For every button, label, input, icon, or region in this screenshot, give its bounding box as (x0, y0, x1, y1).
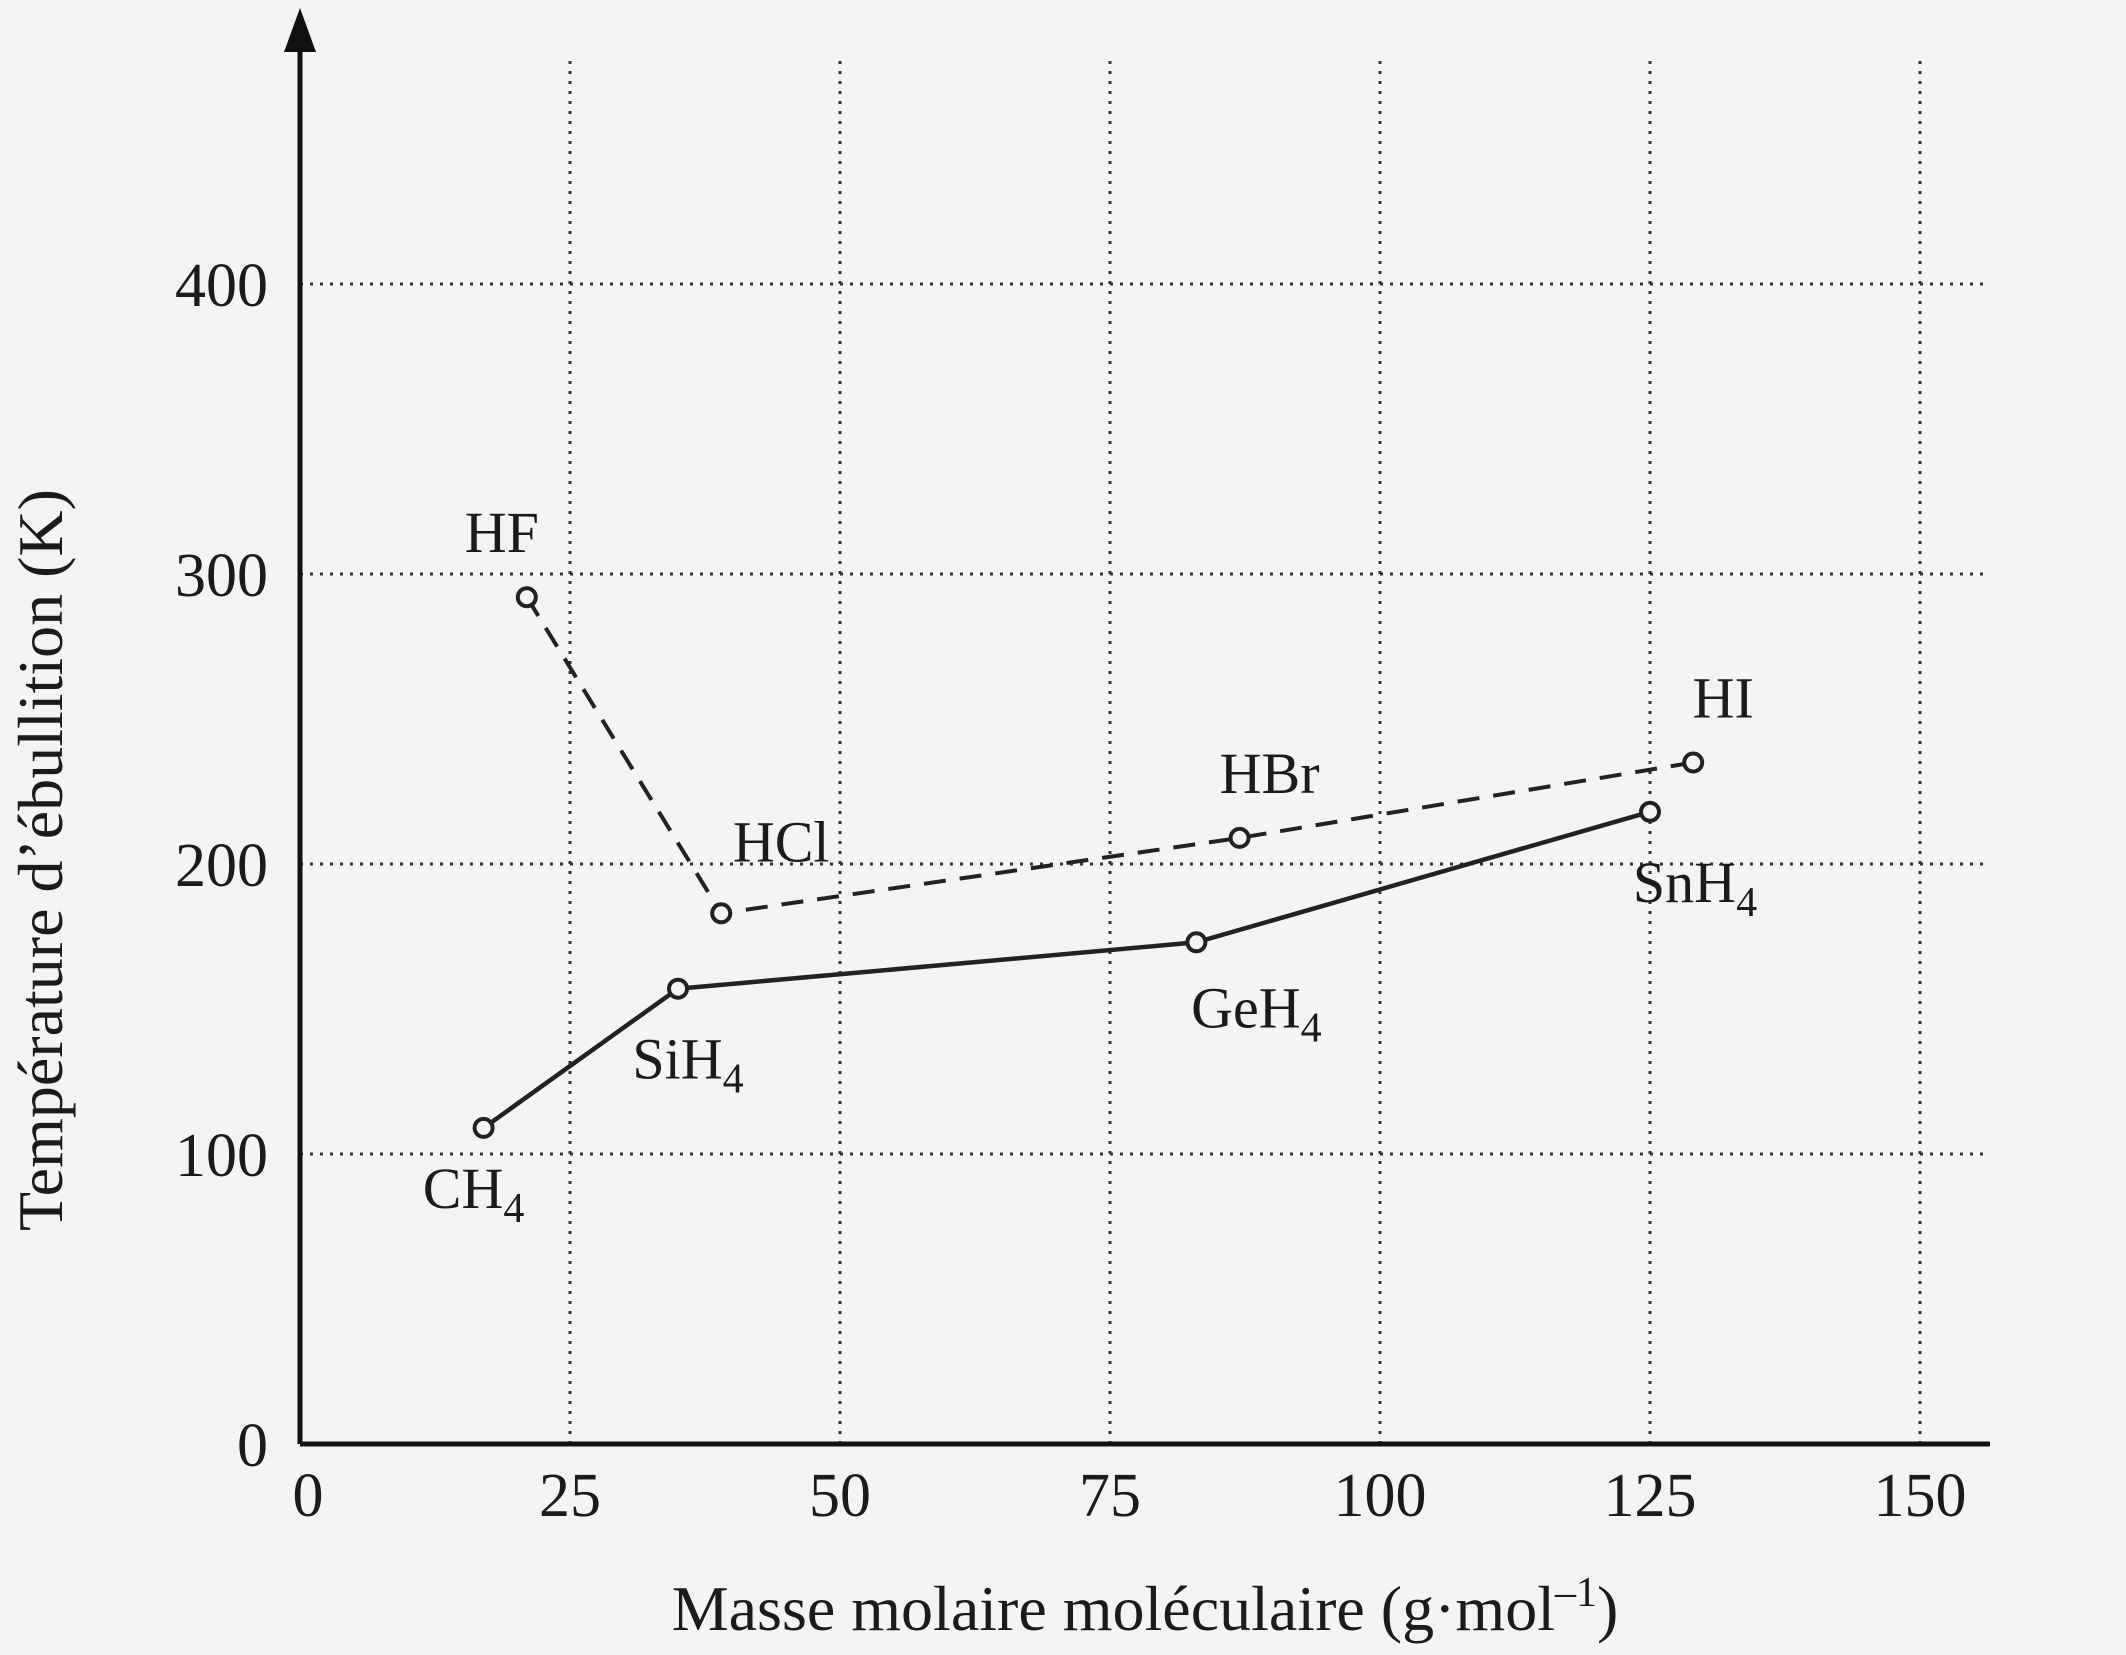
x-tick-label: 100 (1334, 1462, 1427, 1530)
data-point (515, 586, 538, 609)
data-point (1228, 826, 1251, 849)
point-label: GeH4 (1191, 975, 1322, 1051)
x-tick-label: 0 (293, 1462, 324, 1530)
y-tick-label: 100 (175, 1122, 268, 1190)
point-labels: CH4 SiH4 GeH4 SnH4 HF HCl HBr HI (423, 500, 1757, 1232)
data-point (472, 1116, 495, 1139)
data-point (667, 977, 689, 1000)
y-tick-label: 200 (175, 832, 268, 900)
series-line-dashed (525, 596, 1694, 916)
axes (284, 8, 1990, 1447)
grid-lines (300, 60, 1988, 1444)
tick-labels: 0 25 50 75 100 125 150 0 100 200 300 400 (175, 252, 1967, 1530)
data-point (1185, 931, 1208, 954)
y-axis-label: Température d’ébullition (K) (5, 489, 76, 1231)
y-tick-label: 0 (237, 1412, 268, 1480)
series (472, 586, 1705, 1139)
x-tick-label: 25 (539, 1462, 601, 1530)
y-axis-arrow-icon (284, 8, 316, 52)
point-label: CH4 (423, 1156, 525, 1232)
x-tick-label: 75 (1079, 1462, 1141, 1530)
data-point (1639, 800, 1661, 823)
point-label: SiH4 (632, 1027, 743, 1103)
point-label: SnH4 (1633, 850, 1757, 926)
point-label: HCl (733, 809, 830, 874)
x-axis-label: Masse molaire moléculaire (g·mol–1) (672, 1570, 1619, 1644)
data-point (1682, 751, 1705, 774)
point-label: HI (1693, 666, 1754, 731)
y-tick-label: 300 (175, 542, 268, 610)
x-tick-label: 150 (1874, 1462, 1967, 1530)
y-tick-label: 400 (175, 252, 268, 320)
x-tick-label: 50 (809, 1462, 871, 1530)
data-point (710, 902, 733, 925)
x-tick-label: 125 (1604, 1462, 1697, 1530)
point-label: HF (465, 500, 539, 565)
point-label: HBr (1220, 741, 1320, 806)
series-line-solid (482, 809, 1651, 1130)
